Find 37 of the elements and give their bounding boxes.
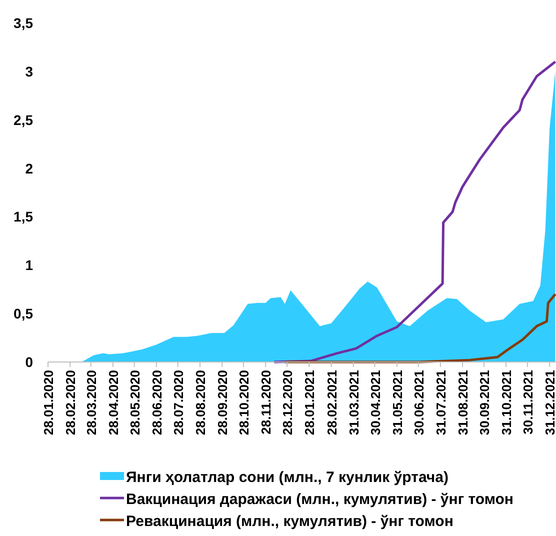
x-tick-label: 28.02.2020: [63, 370, 78, 436]
y-tick-label: 2,5: [14, 112, 34, 128]
x-tick-label: 28.09.2020: [215, 370, 230, 436]
line-series: [272, 60, 556, 364]
x-tick-label: 28.07.2020: [170, 370, 186, 436]
x-tick-label: 28.03.2020: [84, 370, 99, 436]
x-tick-label: 30.04.2021: [368, 370, 383, 436]
y-tick-label: 0: [25, 354, 34, 370]
x-tick-label: 31.08.2021: [456, 370, 471, 436]
x-tick-label: 28.12.2020: [280, 370, 296, 436]
legend-label: Янги ҳолатлар сони (млн., 7 кунлик ўртача): [126, 469, 448, 486]
y-tick-label: 0,5: [14, 306, 34, 322]
x-tick-label: 28.05.2020: [127, 370, 142, 436]
x-tick-label: 30.11.2021: [520, 370, 536, 434]
y-tick-label: 1: [25, 257, 34, 274]
legend-label: Вакцинация даражаси (млн., кумулятив) - ўнг томон: [126, 491, 514, 508]
x-tick-label: 28.04.2020: [106, 370, 121, 436]
y-tick-label: 1,5: [14, 208, 34, 225]
x-tick-label: 28.01.2021: [302, 370, 318, 436]
x-tick-label: 31.10.2021: [499, 370, 514, 436]
x-tick-label: 28.10.2020: [236, 370, 252, 436]
x-tick-label: 28.01.2020: [41, 370, 56, 436]
legend-label: Ревакцинация (млн., кумулятив) - ўнг томон: [126, 513, 454, 530]
x-tick-label: 30.06.2021: [411, 370, 426, 436]
y-tick-label: 2: [25, 160, 34, 176]
x-tick-label: 28.08.2020: [192, 370, 208, 436]
x-tick-label: 31.07.2021: [433, 370, 448, 436]
x-tick-label: 28.02.2021: [324, 370, 340, 436]
x-tick-label: 31.03.2021: [346, 370, 362, 436]
line-series: [284, 292, 556, 364]
x-tick-label: 31.05.2021: [390, 370, 405, 436]
y-tick-label: 3: [25, 63, 34, 80]
x-tick-label: 30.09.2021: [476, 370, 492, 436]
y-tick-label: 3,5: [14, 15, 34, 31]
x-tick-label: 31.12.2021: [542, 370, 556, 436]
x-tick-label: 28.06.2020: [149, 370, 164, 436]
x-tick-label: 28.11.2020: [258, 370, 274, 434]
